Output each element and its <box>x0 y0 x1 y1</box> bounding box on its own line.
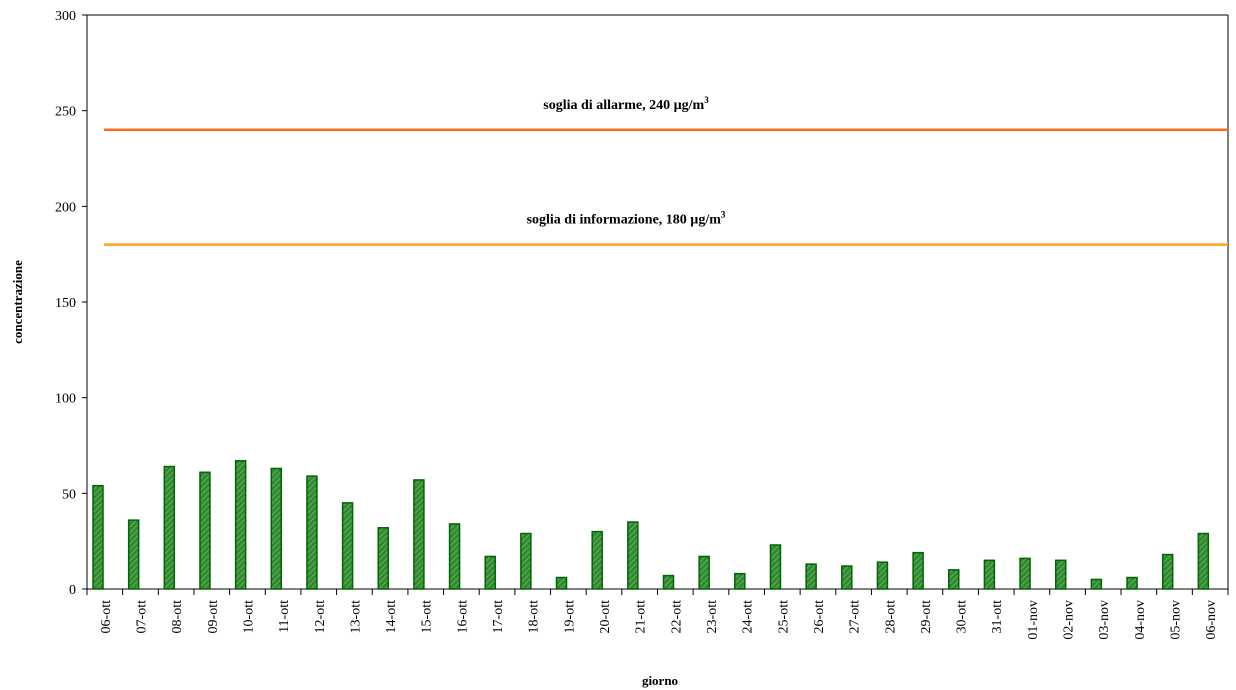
bar <box>948 569 960 590</box>
bar <box>377 527 389 590</box>
x-tick-label: 18-ott <box>527 600 542 634</box>
bar <box>841 565 853 590</box>
bar <box>484 555 496 590</box>
threshold-label: soglia di allarme, 240 µg/m3 <box>543 95 709 113</box>
bar <box>1054 559 1067 590</box>
x-tick-label: 12-ott <box>313 600 328 634</box>
x-tick-label: 22-ott <box>669 600 684 634</box>
x-tick-label: 01-nov <box>1026 600 1041 640</box>
y-tick-label: 150 <box>55 296 76 311</box>
x-tick-label: 07-ott <box>134 600 149 634</box>
threshold-label-sup: 3 <box>704 95 709 105</box>
bar <box>413 479 425 590</box>
x-tick-label: 15-ott <box>420 600 435 634</box>
bar <box>876 561 889 590</box>
y-tick-label: 50 <box>62 487 76 502</box>
bar <box>769 544 782 590</box>
x-axis: 06-ott 07-ott 08-ott 09-ott 10-ott 11-ott 12-o… <box>86 589 1229 640</box>
y-tick-label: 300 <box>55 9 76 24</box>
y-tick-label: 250 <box>55 105 76 120</box>
x-tick-label: 21-ott <box>634 600 649 634</box>
x-tick-label: 24-ott <box>741 600 756 634</box>
bar <box>306 475 318 590</box>
bar <box>734 572 746 590</box>
x-tick-label: 06-nov <box>1204 600 1219 640</box>
bar <box>1090 578 1103 590</box>
bar <box>163 465 176 590</box>
threshold-lines: soglia di allarme, 240 µg/m3 soglia di in… <box>104 95 1228 246</box>
x-tick-label: 29-ott <box>919 600 934 634</box>
x-tick-label: 14-ott <box>384 600 399 634</box>
y-tick-label: 100 <box>55 392 76 407</box>
bar <box>270 467 283 590</box>
x-tick-label: 20-ott <box>598 600 613 634</box>
x-tick-label: 25-ott <box>776 600 791 634</box>
bar <box>627 521 639 590</box>
x-axis-title: giorno <box>642 673 678 688</box>
bar <box>234 460 247 590</box>
bar <box>1126 576 1138 590</box>
x-tick-label: 23-ott <box>705 600 720 634</box>
x-tick-label: 17-ott <box>491 600 506 634</box>
bar <box>448 523 461 590</box>
x-tick-label: 27-ott <box>848 600 863 634</box>
x-tick-label: 10-ott <box>241 600 256 634</box>
bar <box>662 574 675 590</box>
x-tick-label: 26-ott <box>812 600 827 634</box>
x-tick-label: 09-ott <box>206 600 221 634</box>
x-tick-label: 11-ott <box>277 600 292 633</box>
bar <box>1161 553 1174 590</box>
bar <box>341 502 354 590</box>
bar <box>1019 557 1031 590</box>
x-tick-label: 13-ott <box>348 600 363 634</box>
y-tick-label: 0 <box>69 583 76 598</box>
bar <box>591 530 603 590</box>
bar <box>520 532 532 590</box>
x-tick-label: 28-ott <box>883 600 898 634</box>
threshold-label: soglia di informazione, 180 µg/m3 <box>527 210 726 228</box>
bar <box>805 563 817 590</box>
bar <box>1197 532 1210 590</box>
x-tick-label: 05-nov <box>1169 600 1184 640</box>
bar <box>127 519 140 590</box>
x-tick-label: 16-ott <box>455 600 470 634</box>
bar <box>199 471 211 590</box>
x-tick-label: 19-ott <box>562 600 577 634</box>
y-axis-title: concentrazione <box>10 260 25 344</box>
bar <box>912 551 924 590</box>
y-axis: 0 50 100 150 200 250 300 <box>55 9 87 598</box>
bar-series <box>92 460 1210 590</box>
bar <box>983 559 996 590</box>
x-tick-label: 31-ott <box>990 600 1005 634</box>
x-tick-label: 06-ott <box>99 600 114 634</box>
bar <box>555 576 568 590</box>
y-tick-label: 200 <box>55 200 76 215</box>
x-tick-label: 30-ott <box>955 600 970 634</box>
x-tick-label: 04-nov <box>1133 600 1148 640</box>
x-tick-label: 08-ott <box>170 600 185 634</box>
bar <box>698 555 710 590</box>
x-tick-label: 02-nov <box>1062 600 1077 640</box>
x-tick-label: 03-nov <box>1097 600 1112 640</box>
bar <box>92 484 104 590</box>
threshold-label-sup: 3 <box>721 210 726 220</box>
